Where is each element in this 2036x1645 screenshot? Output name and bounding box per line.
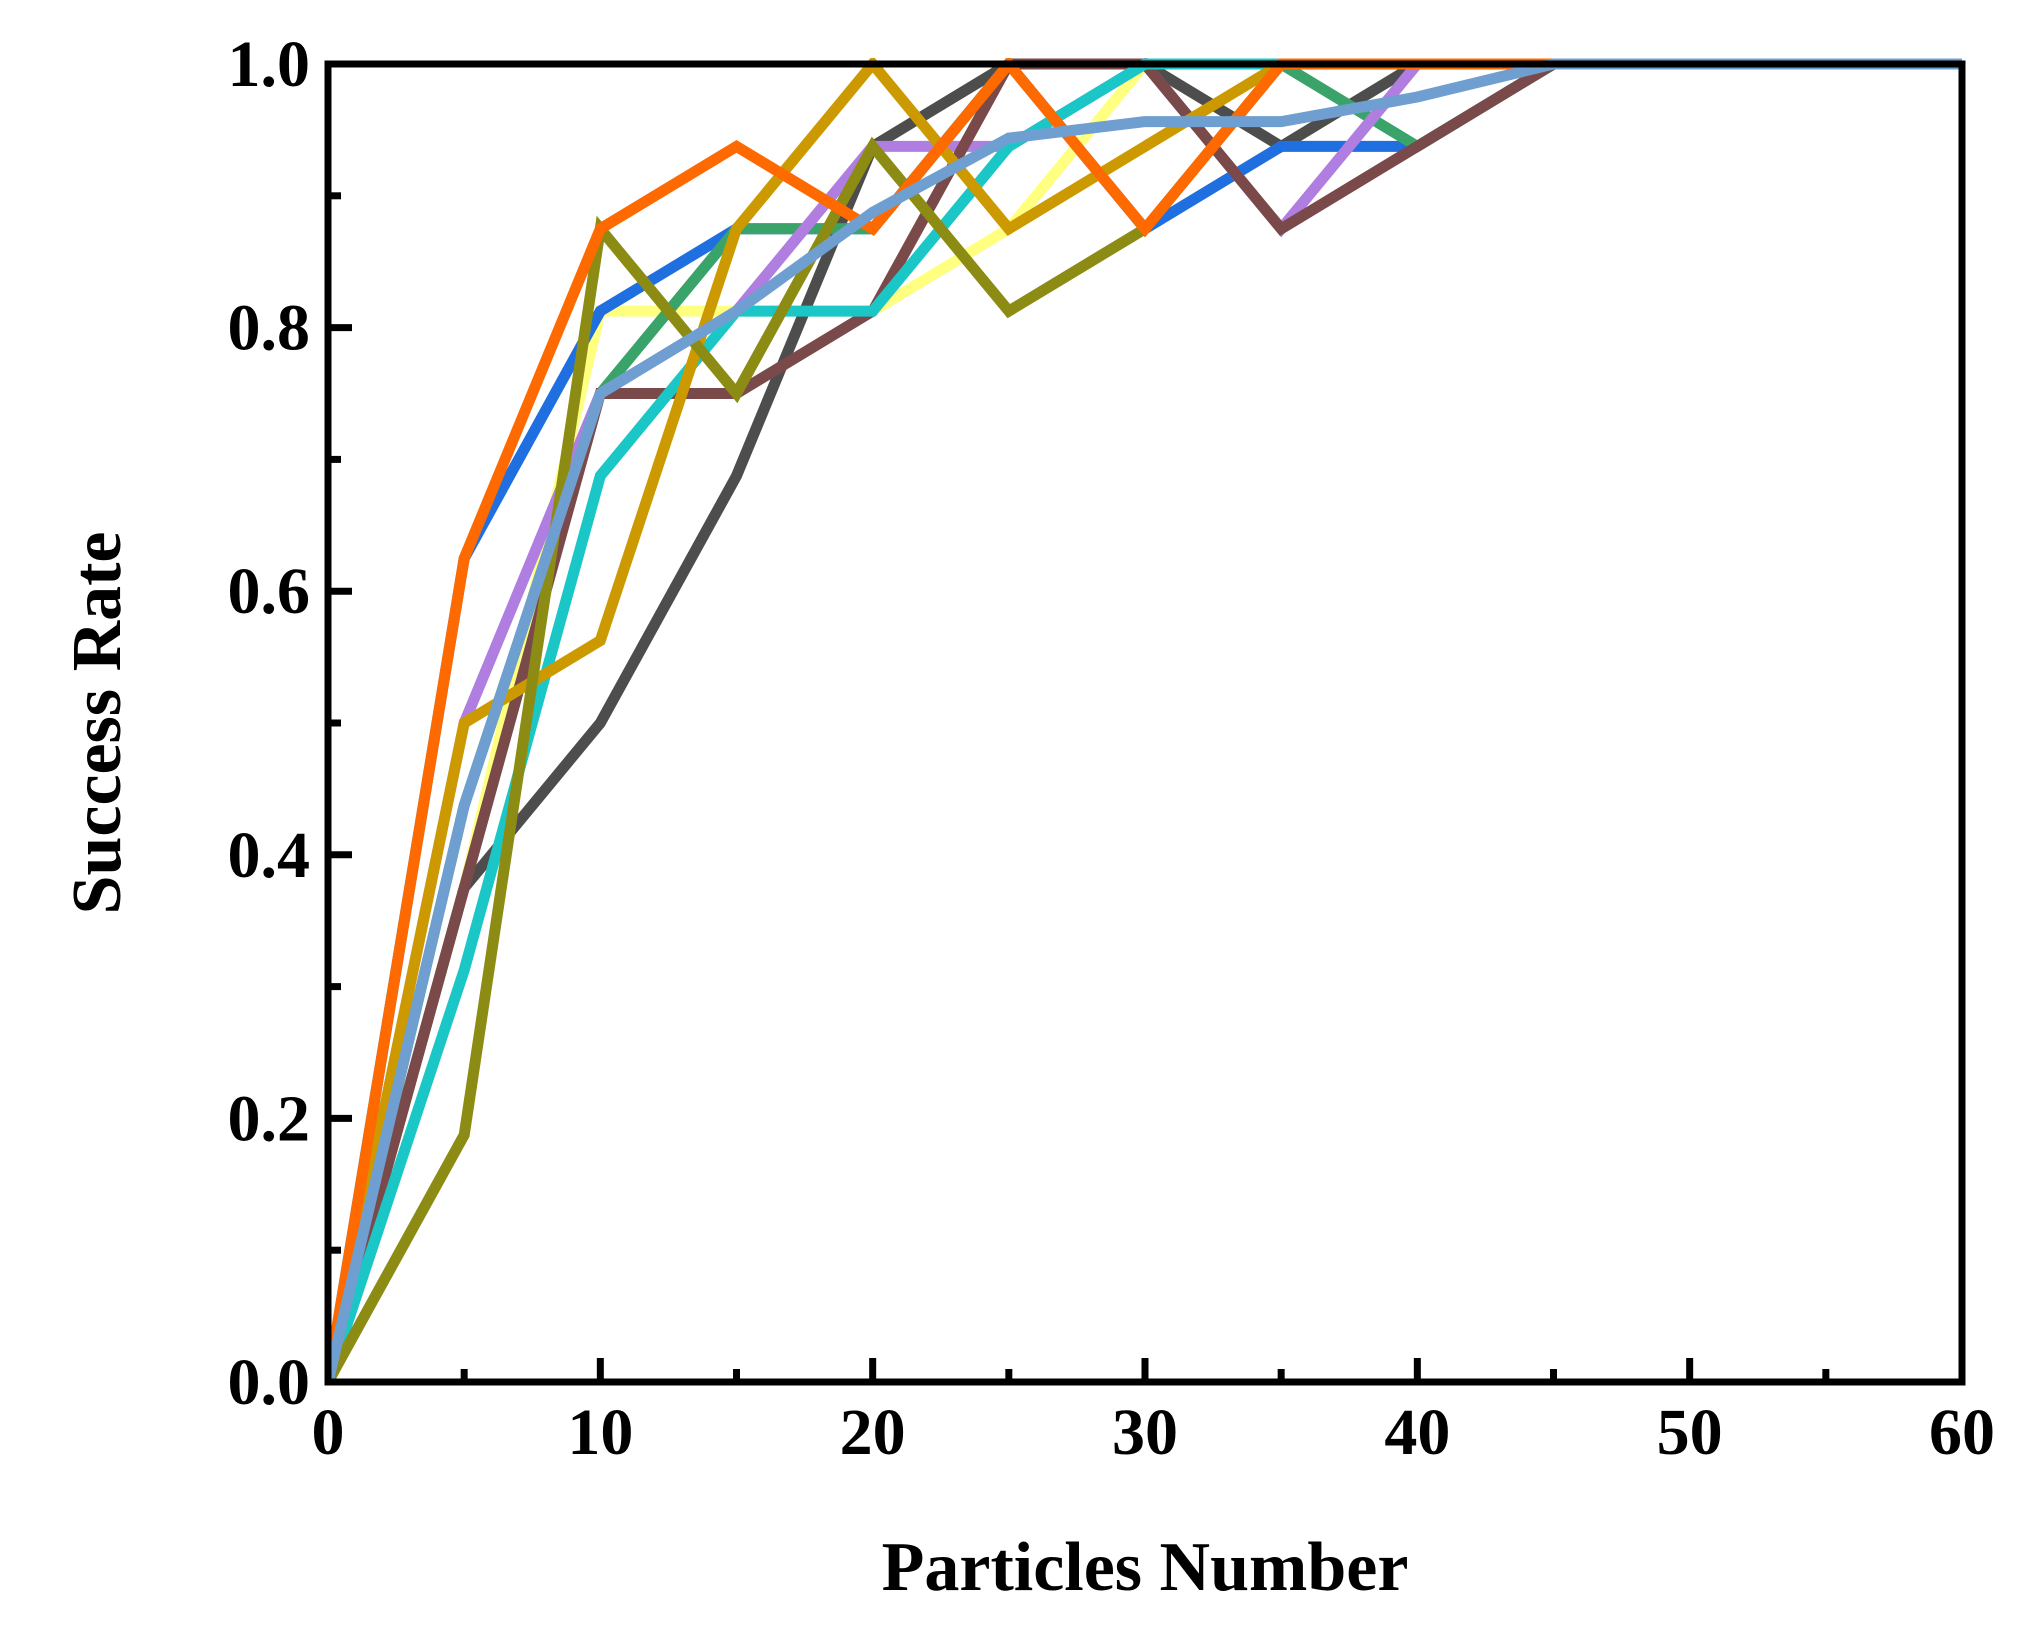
x-tick-label: 50	[1657, 1396, 1723, 1469]
y-tick-label: 0.2	[228, 1082, 311, 1155]
x-tick-label: 0	[312, 1396, 345, 1469]
line-series-cyan	[328, 58, 1962, 1384]
x-tick-label: 10	[567, 1396, 633, 1469]
line-series-green	[328, 58, 1962, 1384]
y-tick-label: 0.6	[228, 555, 311, 628]
x-tick-label: 30	[1112, 1396, 1178, 1469]
line-series-light-blue	[328, 58, 1962, 1384]
x-tick-label: 20	[840, 1396, 906, 1469]
y-tick-label: 0.8	[228, 292, 311, 365]
plot-frame	[324, 60, 1966, 1386]
x-tick-label: 60	[1929, 1396, 1995, 1469]
line-series-purple	[328, 58, 1962, 1384]
x-tick-label: 40	[1384, 1396, 1450, 1469]
y-tick-label: 0.4	[228, 819, 311, 892]
line-series-yellow	[328, 58, 1962, 1384]
line-series-blue	[328, 58, 1962, 1383]
y-tick-label: 1.0	[228, 28, 311, 101]
y-tick-label: 0.0	[228, 1346, 311, 1419]
series-layer	[328, 58, 1962, 1385]
line-series-orange	[328, 58, 1962, 1383]
line-series-olive	[328, 58, 1962, 1385]
line-series-gold	[328, 58, 1962, 1384]
y-axis-title: Success Rate	[59, 532, 136, 915]
line-series-dark-gray	[328, 58, 1962, 1384]
x-axis-title: Particles Number	[882, 1529, 1409, 1606]
line-series-brown	[328, 58, 1962, 1384]
axes-layer: 0 10 20 30 40 50 60 0.0 0.2 0.4 0.6 0.8 1.0	[228, 28, 1996, 1469]
